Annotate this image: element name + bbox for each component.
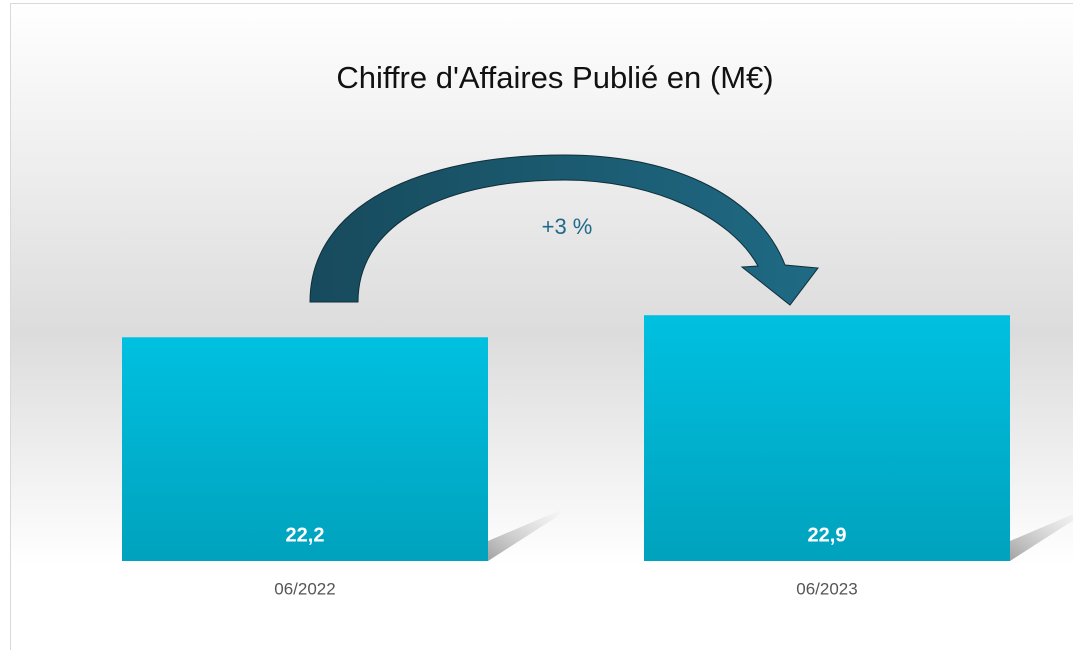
annotation: +3 %	[542, 214, 593, 239]
bar	[122, 337, 488, 561]
bar-shadow	[1010, 514, 1073, 561]
chart-title: Chiffre d'Affaires Publié en (M€)	[336, 60, 773, 95]
bar	[644, 315, 1010, 561]
data-label: 22,2	[286, 524, 325, 546]
growth-arrow	[309, 154, 819, 306]
bar-shadow	[488, 509, 563, 561]
x-tick-label: 06/2023	[796, 579, 857, 598]
x-tick-label: 06/2022	[274, 579, 335, 598]
data-label: 22,9	[808, 524, 847, 546]
